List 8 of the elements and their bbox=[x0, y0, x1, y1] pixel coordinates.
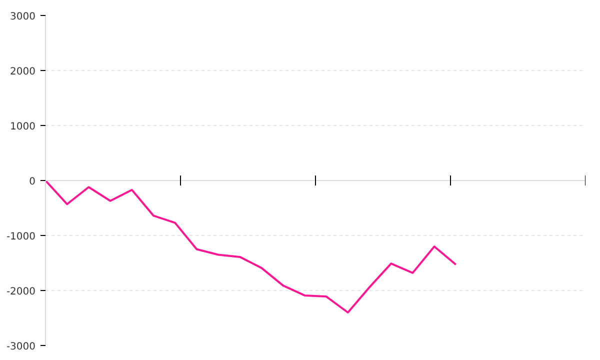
y-tick-label: 0 bbox=[29, 176, 36, 188]
y-tick-label: 3000 bbox=[10, 12, 36, 22]
y-tick-label: -2000 bbox=[6, 286, 36, 298]
y-tick-label: 1000 bbox=[10, 122, 36, 132]
y-tick-label: -3000 bbox=[6, 342, 36, 352]
y-tick-label: -1000 bbox=[6, 232, 36, 242]
y-tick-label: 2000 bbox=[10, 66, 36, 78]
line-series bbox=[46, 180, 457, 314]
